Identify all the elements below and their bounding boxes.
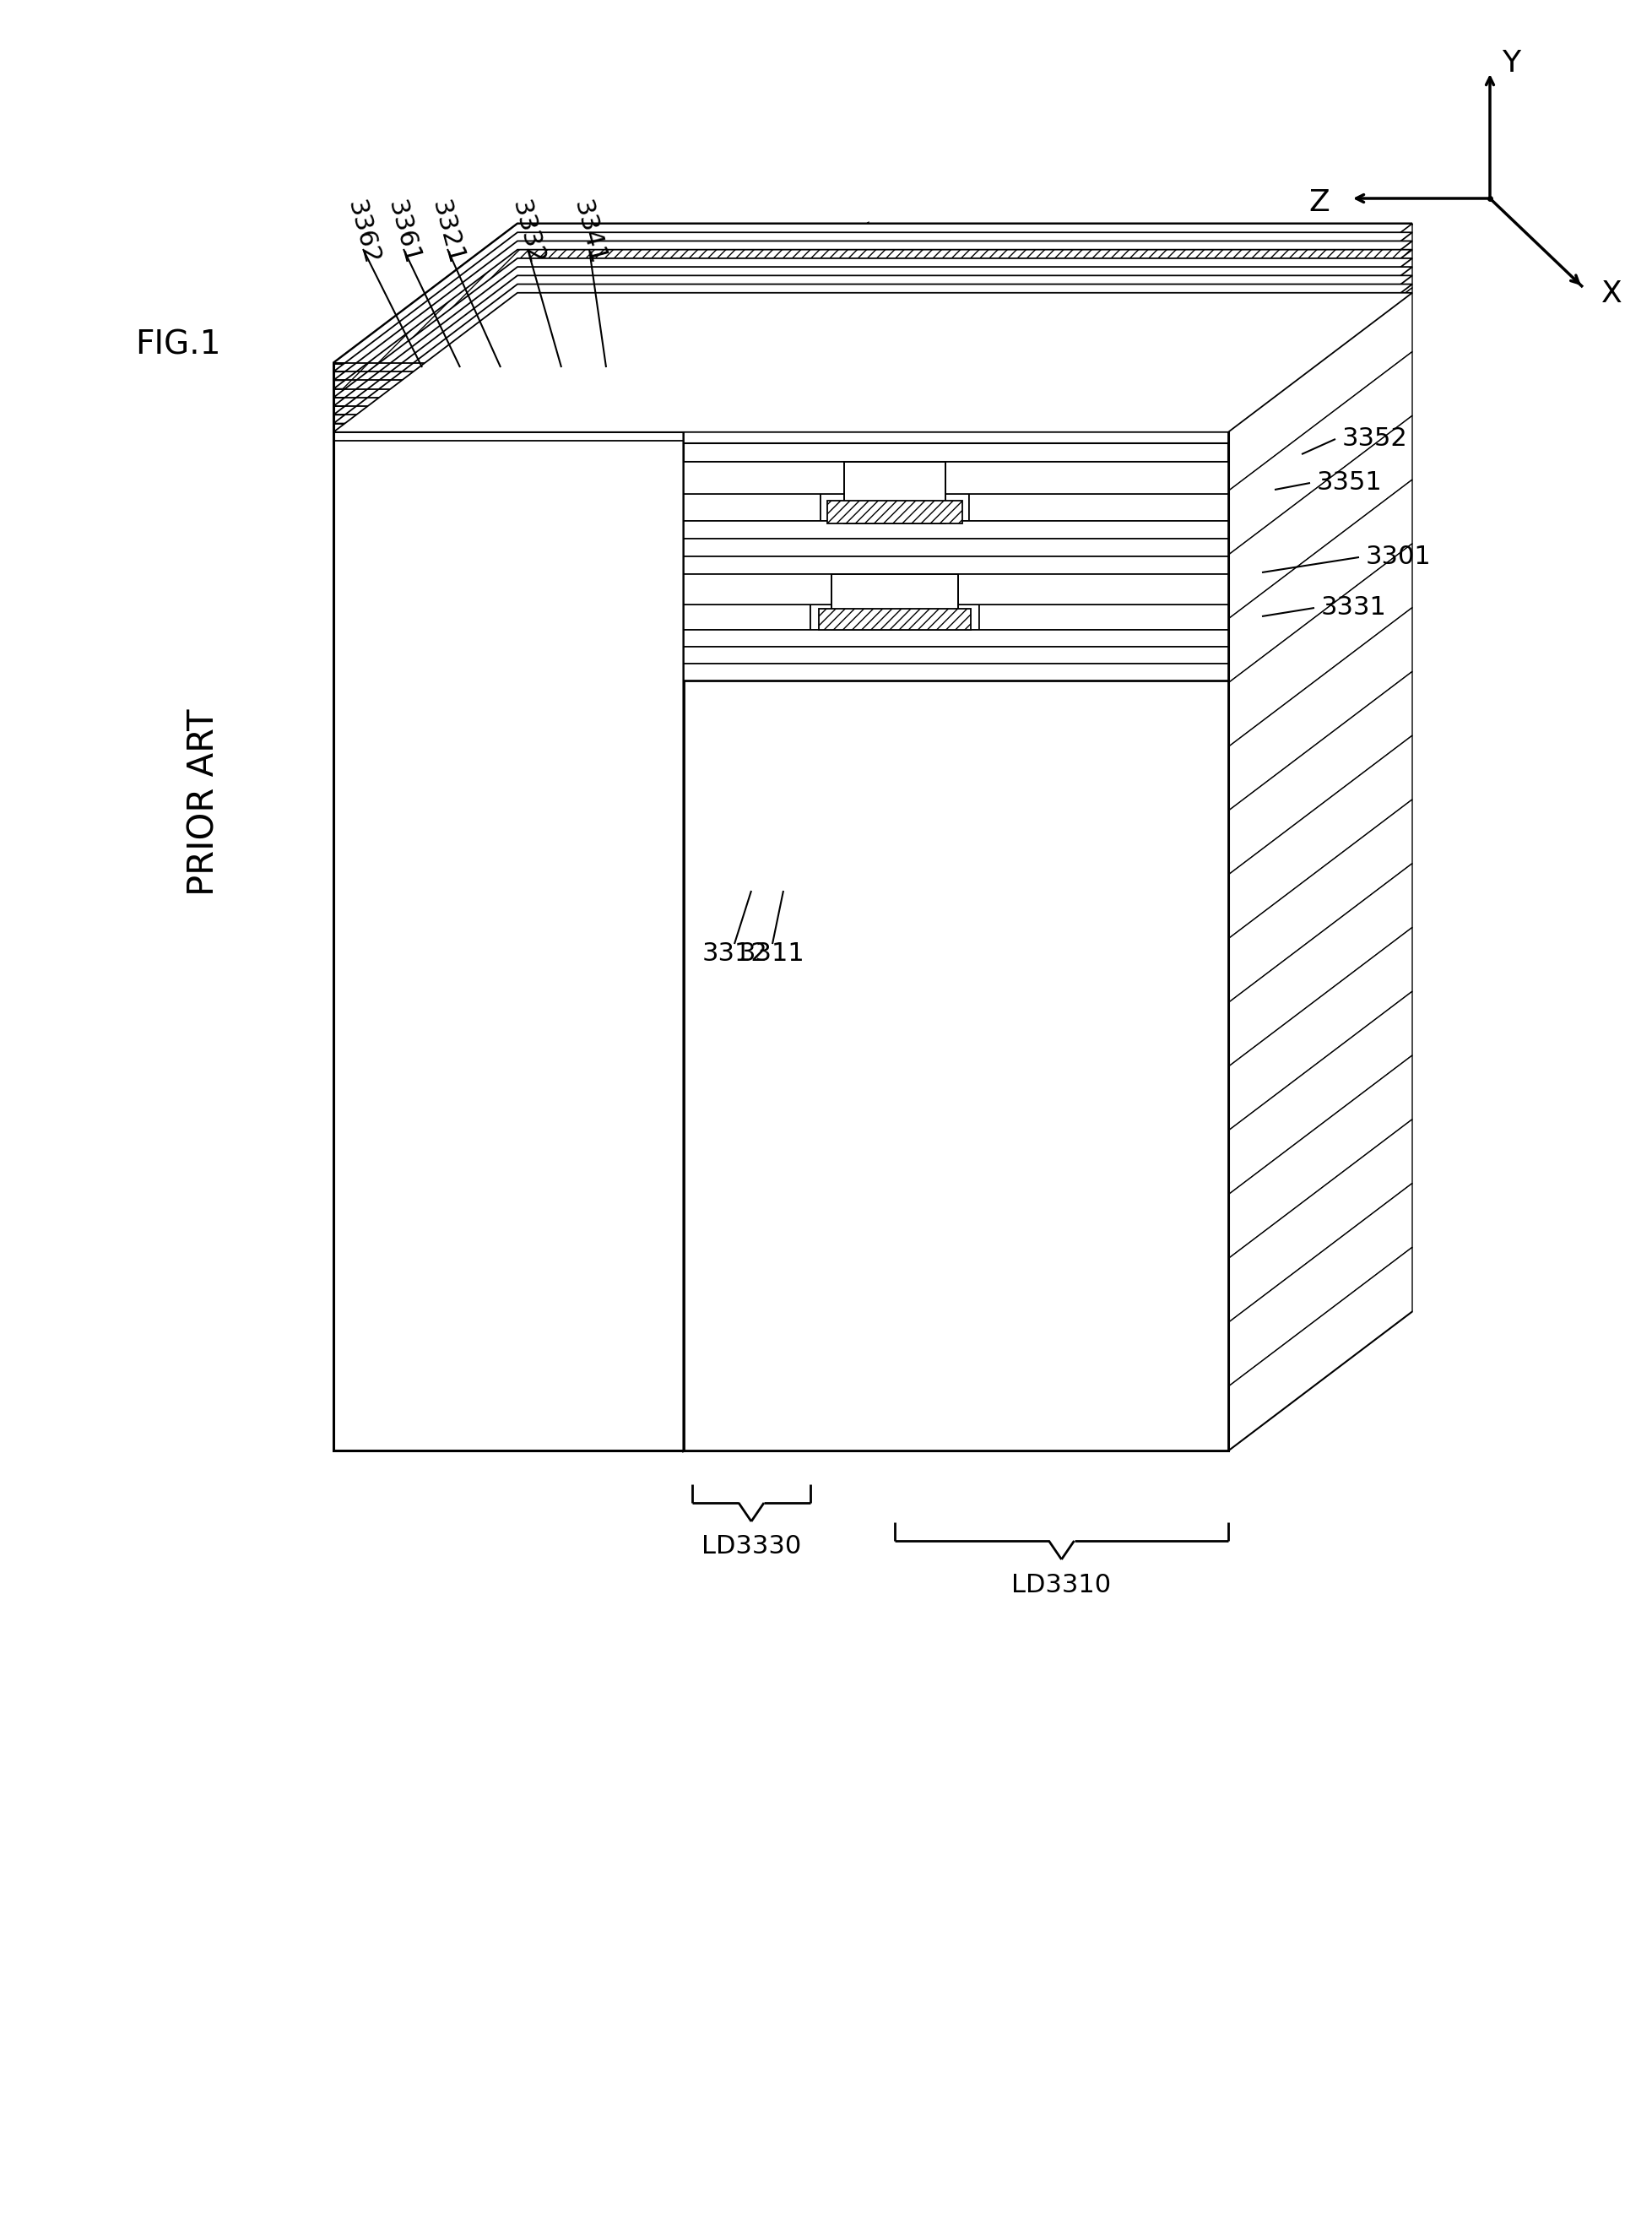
Text: 3331: 3331 bbox=[1322, 596, 1386, 621]
Polygon shape bbox=[1227, 223, 1412, 427]
Polygon shape bbox=[684, 681, 1227, 1450]
Polygon shape bbox=[828, 500, 963, 523]
Polygon shape bbox=[1227, 1054, 1412, 1258]
Polygon shape bbox=[334, 364, 684, 1450]
Polygon shape bbox=[334, 293, 1412, 431]
Polygon shape bbox=[1227, 543, 1412, 746]
Polygon shape bbox=[1227, 1119, 1412, 1323]
Polygon shape bbox=[1227, 351, 1412, 554]
Polygon shape bbox=[334, 241, 1412, 380]
Polygon shape bbox=[684, 380, 1227, 395]
Polygon shape bbox=[684, 364, 1227, 1450]
Text: 3351: 3351 bbox=[1317, 471, 1383, 496]
Text: 3301: 3301 bbox=[1366, 545, 1432, 570]
Text: LD3330: LD3330 bbox=[702, 1535, 801, 1559]
Polygon shape bbox=[684, 395, 1227, 411]
Polygon shape bbox=[684, 494, 821, 521]
Polygon shape bbox=[1227, 1184, 1412, 1387]
Text: 3361: 3361 bbox=[383, 197, 425, 268]
Polygon shape bbox=[334, 232, 1412, 371]
Text: 3362: 3362 bbox=[342, 197, 383, 268]
Polygon shape bbox=[684, 442, 1227, 462]
Polygon shape bbox=[811, 605, 980, 630]
Polygon shape bbox=[1227, 862, 1412, 1066]
Polygon shape bbox=[684, 538, 1227, 556]
Polygon shape bbox=[684, 462, 844, 494]
Text: 3352: 3352 bbox=[1341, 427, 1408, 451]
Polygon shape bbox=[1227, 1247, 1412, 1450]
Text: 3311: 3311 bbox=[740, 943, 805, 967]
Polygon shape bbox=[684, 605, 811, 630]
Text: PRIOR ART: PRIOR ART bbox=[185, 708, 221, 896]
Text: Y: Y bbox=[1502, 49, 1520, 78]
Polygon shape bbox=[1227, 927, 1412, 1130]
Polygon shape bbox=[684, 1311, 1412, 1450]
Polygon shape bbox=[1227, 735, 1412, 938]
Polygon shape bbox=[684, 646, 1227, 663]
Text: X: X bbox=[1601, 279, 1622, 308]
Polygon shape bbox=[334, 223, 867, 364]
Text: FIG.1: FIG.1 bbox=[135, 328, 221, 362]
Polygon shape bbox=[821, 494, 970, 521]
Polygon shape bbox=[970, 494, 1227, 521]
Text: Z: Z bbox=[1308, 188, 1330, 217]
Polygon shape bbox=[684, 223, 867, 1450]
Polygon shape bbox=[334, 250, 1412, 389]
Text: LD3310: LD3310 bbox=[1011, 1573, 1112, 1597]
Polygon shape bbox=[684, 411, 1227, 427]
Polygon shape bbox=[1227, 992, 1412, 1195]
Polygon shape bbox=[334, 259, 1412, 398]
Polygon shape bbox=[1227, 288, 1412, 491]
Polygon shape bbox=[1227, 480, 1412, 684]
Polygon shape bbox=[334, 275, 1412, 416]
Polygon shape bbox=[684, 556, 1227, 574]
Polygon shape bbox=[945, 462, 1227, 494]
Polygon shape bbox=[334, 1311, 867, 1450]
Text: 3321: 3321 bbox=[428, 197, 468, 268]
Polygon shape bbox=[980, 605, 1227, 630]
Polygon shape bbox=[1227, 608, 1412, 811]
Polygon shape bbox=[684, 663, 1227, 681]
Text: 3312: 3312 bbox=[702, 943, 767, 967]
Polygon shape bbox=[831, 574, 958, 630]
Polygon shape bbox=[1227, 672, 1412, 876]
Polygon shape bbox=[334, 223, 1412, 364]
Polygon shape bbox=[684, 223, 1412, 364]
Polygon shape bbox=[684, 630, 1227, 646]
Polygon shape bbox=[684, 574, 831, 605]
Text: 3341: 3341 bbox=[568, 197, 610, 268]
Polygon shape bbox=[684, 364, 1227, 380]
Text: 3332: 3332 bbox=[507, 197, 548, 268]
Polygon shape bbox=[958, 574, 1227, 605]
Polygon shape bbox=[684, 427, 1227, 442]
Polygon shape bbox=[334, 266, 1412, 407]
Polygon shape bbox=[1227, 800, 1412, 1003]
Polygon shape bbox=[684, 521, 1227, 538]
Polygon shape bbox=[844, 462, 945, 523]
Polygon shape bbox=[819, 608, 971, 630]
Polygon shape bbox=[1227, 416, 1412, 619]
Polygon shape bbox=[334, 284, 1412, 424]
